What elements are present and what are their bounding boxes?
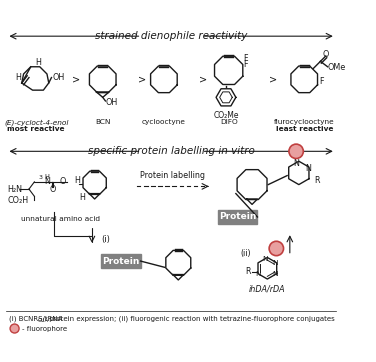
Text: N: N [305,164,311,173]
Text: Protein: Protein [219,212,256,222]
Text: H₂N: H₂N [8,185,23,194]
Text: O: O [323,50,329,59]
Text: H: H [79,193,85,202]
Text: N: N [293,159,299,168]
Text: (E)-cycloct-4-enol: (E)-cycloct-4-enol [4,119,68,126]
Text: 3: 3 [39,175,42,180]
Text: N: N [273,260,278,266]
Text: BCN: BCN [95,119,111,125]
Text: N: N [256,271,261,277]
Text: - fluorophore: - fluorophore [22,325,67,332]
Text: DIFO: DIFO [220,119,238,125]
FancyBboxPatch shape [218,210,258,224]
Text: R: R [246,268,251,276]
Text: O: O [60,177,66,186]
Text: CO₂H: CO₂H [8,196,29,205]
Text: N: N [44,177,50,186]
Text: OH: OH [52,73,65,82]
Text: protein expression; (ii) fluorogenic reaction with tetrazine-fluorophore conjuga: protein expression; (ii) fluorogenic rea… [47,316,335,323]
Text: ihDA/rDA: ihDA/rDA [249,285,286,294]
Text: least reactive: least reactive [276,126,333,132]
Text: H: H [15,73,21,82]
Text: >: > [199,74,207,84]
Text: (i): (i) [101,235,110,244]
Text: H: H [35,58,41,67]
Text: CO₂Me: CO₂Me [213,111,239,120]
Circle shape [10,324,19,333]
Text: N: N [273,271,278,277]
Text: >: > [269,74,277,84]
Text: flurocyclooctyne: flurocyclooctyne [274,119,335,125]
FancyBboxPatch shape [101,254,141,268]
Text: (i) BCNRS/tRNA: (i) BCNRS/tRNA [9,316,62,323]
Text: >: > [138,74,146,84]
Text: strained dienophile reactivity: strained dienophile reactivity [95,31,247,41]
Text: most reactive: most reactive [8,126,65,132]
Text: >: > [72,74,80,84]
Text: F: F [243,54,247,63]
Text: CUA: CUA [38,318,49,323]
Circle shape [269,241,284,256]
Text: specific protein labelling in vitro: specific protein labelling in vitro [88,146,255,156]
Text: O: O [49,185,56,194]
Text: Protein labelling: Protein labelling [140,171,205,180]
Text: OH: OH [105,98,118,107]
Text: F: F [320,77,324,86]
Circle shape [289,144,303,159]
Text: H: H [44,173,49,180]
Text: R: R [314,176,320,185]
Text: cyclooctyne: cyclooctyne [142,119,186,125]
Text: F: F [243,60,247,68]
Text: unnatural amino acid: unnatural amino acid [21,216,100,222]
Text: H: H [74,176,80,185]
Text: Protein: Protein [102,257,139,266]
Text: OMe: OMe [327,63,346,72]
Text: N: N [262,256,267,262]
Text: (ii): (ii) [240,249,251,258]
